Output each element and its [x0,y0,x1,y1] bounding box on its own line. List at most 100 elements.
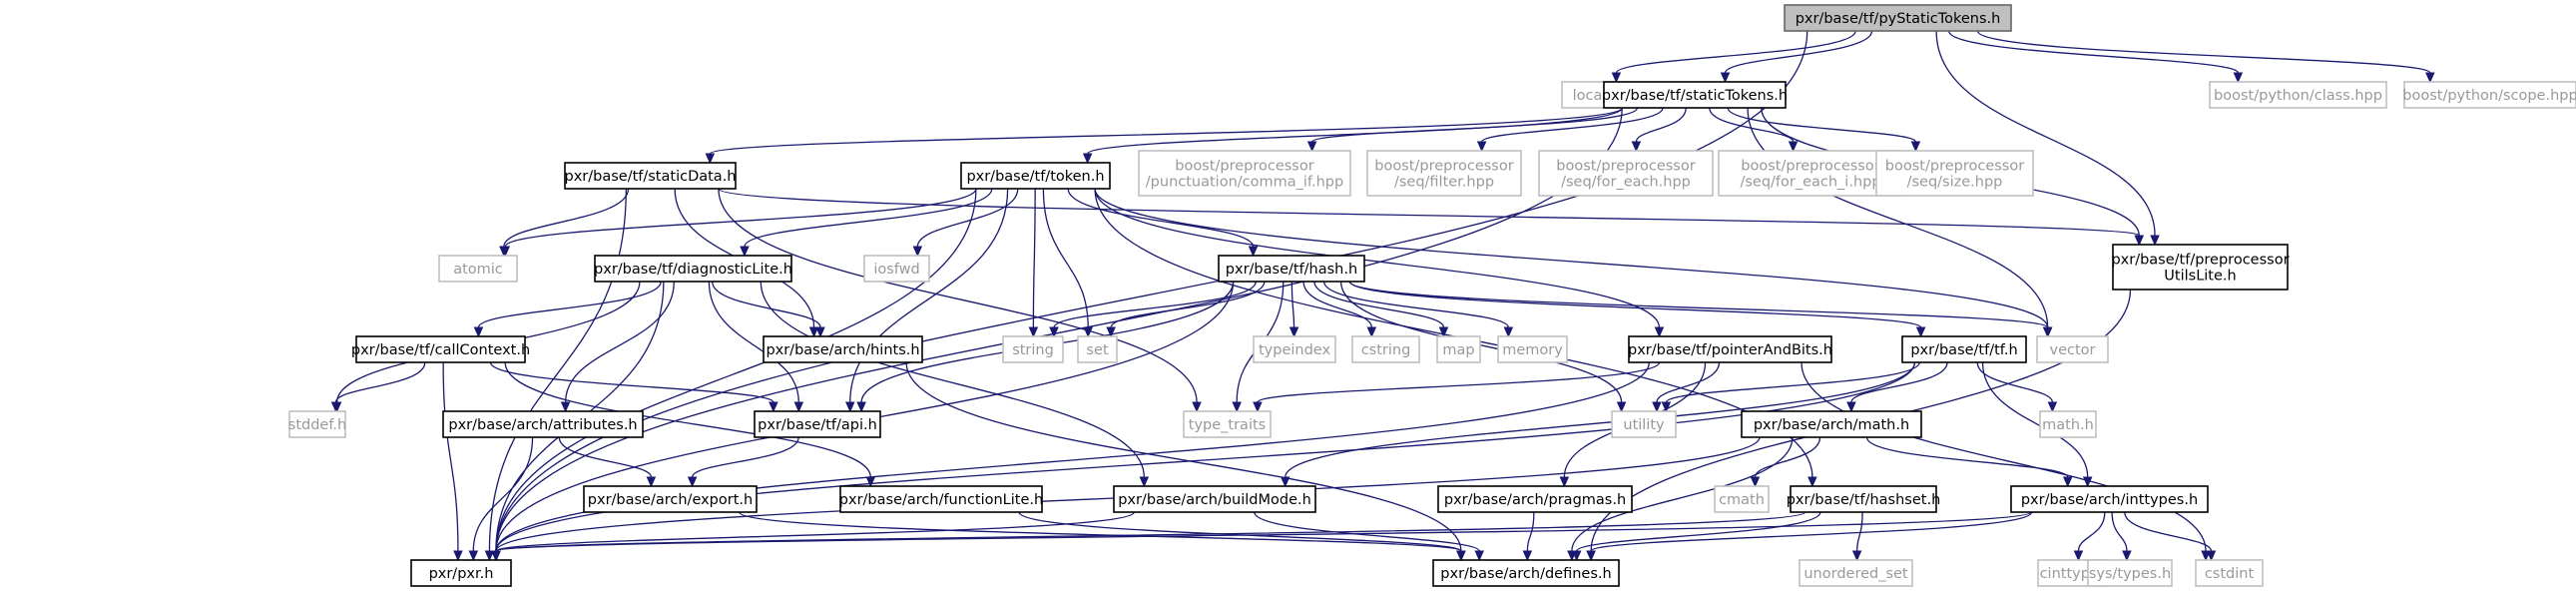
node-box-cstring [1351,335,1420,363]
node-set: set [1077,335,1118,363]
node-attributes[interactable]: pxr/base/arch/attributes.h [442,410,644,438]
node-layer: pxr/base/tf/pyStaticTokens.hlocalepxr/ba… [288,4,2576,587]
node-box-staticTokens [1603,81,1787,109]
node-box-pp_foreach_i [1718,150,1903,197]
node-label-buildMode: pxr/base/arch/buildMode.h [1118,492,1311,508]
node-hints[interactable]: pxr/base/arch/hints.h [763,335,923,363]
arrowhead-token-to-string [1028,326,1039,338]
node-label-map: map [1442,342,1474,358]
node-hashset[interactable]: pxr/base/tf/hashset.h [1787,485,1941,513]
node-pxr[interactable]: pxr/pxr.h [410,559,512,587]
edge-diagnosticLite-to-buildMode [760,281,1145,478]
edge-token-to-diagnosticLite [744,188,993,248]
node-pointerAndBits[interactable]: pxr/base/tf/pointerAndBits.h [1628,335,1832,363]
node-label-staticTokens: pxr/base/tf/staticTokens.h [1602,88,1788,104]
node-label-diagnosticLite: pxr/base/tf/diagnosticLite.h [594,262,792,278]
node-label-cstring: cstring [1361,342,1411,358]
arrowhead-diagnosticLite-to-callContext [473,326,484,338]
edge-attributes-to-pxr [472,436,534,552]
arrowhead-staticData-to-hints [808,326,819,338]
node-token[interactable]: pxr/base/tf/token.h [960,162,1111,190]
arrowhead-inttypes-to-systypes [2122,550,2132,562]
edge-staticTokens-to-pp_size [1727,107,1917,143]
node-inttypes[interactable]: pxr/base/arch/inttypes.h [2010,485,2209,513]
node-map: map [1436,335,1481,363]
node-label-cmath: cmath [1719,492,1765,508]
node-label-functionLite: pxr/base/arch/functionLite.h [839,492,1043,508]
node-label-pp_foreach_i-line1: boost/preprocessor [1741,159,1879,175]
edge-api-to-export [691,436,799,478]
arrowhead-archMath-to-inttypes [2062,476,2073,488]
node-label-pp_size-line1: boost/preprocessor [1885,159,2024,175]
node-label-atomic: atomic [453,262,503,278]
edge-buildMode-to-defines [1254,511,1480,552]
edge-pragmas-to-defines [1526,511,1535,552]
arrowhead-hashset-to-unordered_set [1851,550,1862,562]
arrowhead-staticData-to-ppUtilsLite [2134,235,2145,247]
node-label-pragmas: pxr/base/arch/pragmas.h [1444,492,1626,508]
arrowhead-callContext-to-api [769,401,778,413]
node-api[interactable]: pxr/base/tf/api.h [754,410,881,438]
node-defines[interactable]: pxr/base/arch/defines.h [1432,559,1620,587]
edge-diagnosticLite-to-callContext [477,281,662,328]
node-bp_scope: boost/python/scope.hpp [2402,81,2576,109]
node-pp_foreach_i: boost/preprocessor/seq/for_each_i.hpp [1718,150,1903,197]
node-buildMode[interactable]: pxr/base/arch/buildMode.h [1113,485,1316,513]
node-callContext[interactable]: pxr/base/tf/callContext.h [351,335,530,363]
node-pp_size: boost/preprocessor/seq/size.hpp [1875,150,2034,197]
node-unordered_set: unordered_set [1799,559,1913,587]
node-pragmas[interactable]: pxr/base/arch/pragmas.h [1437,485,1633,513]
edge-pointerAndBits-to-utility [1656,361,1721,403]
node-label-tf: pxr/base/tf/tf.h [1910,342,2017,358]
arrowhead-hash-to-memory [1503,326,1514,338]
arrowhead-token-to-iosfwd [912,246,923,258]
node-label-export: pxr/base/arch/export.h [588,492,753,508]
node-math_h: math.h [2039,410,2097,438]
edge-staticTokens-to-pp_filter [1481,107,1664,143]
node-export[interactable]: pxr/base/arch/export.h [583,485,758,513]
arrowhead-tf-to-buildMode [1280,476,1290,488]
arrowhead-pyStaticTokens-to-locale [1611,72,1622,84]
node-label-ppUtilsLite-line2: UtilsLite.h [2164,269,2236,285]
edge-token-to-atomic [504,188,977,248]
node-atomic: atomic [438,255,518,283]
edge-staticTokens-to-vector [1747,107,2049,328]
node-pp_filter: boost/preprocessor/seq/filter.hpp [1366,150,1522,197]
node-pyStaticTokens[interactable]: pxr/base/tf/pyStaticTokens.h [1784,4,2012,32]
node-bp_class: boost/python/class.hpp [2209,81,2387,109]
node-tf[interactable]: pxr/base/tf/tf.h [1901,335,2027,363]
node-label-api: pxr/base/tf/api.h [758,417,877,433]
node-box-string [1002,335,1064,363]
arrowhead-staticData-to-pxr [484,550,495,562]
arrowhead-token-to-set [1083,326,1093,338]
node-vector: vector [2036,335,2109,363]
node-box-bp_scope [2403,81,2576,109]
node-hash[interactable]: pxr/base/tf/hash.h [1218,255,1365,283]
edge-tf-to-inttypes [1981,361,2089,478]
arrowhead-staticTokens-to-pp_foreach [1631,141,1642,153]
edge-diagnosticLite-to-hints [711,281,821,328]
arrowhead-pointerAndBits-to-type_traits [1253,401,1263,413]
arrowhead-token-to-api [845,401,855,413]
node-staticData[interactable]: pxr/base/tf/staticData.h [564,162,737,190]
node-cstring: cstring [1351,335,1420,363]
edge-token-to-vector [1094,188,2049,328]
arrowhead-callContext-to-pxr [453,550,463,562]
node-functionLite[interactable]: pxr/base/arch/functionLite.h [839,485,1043,513]
node-staticTokens[interactable]: pxr/base/tf/staticTokens.h [1602,81,1788,109]
arrowhead-buildMode-to-defines [1474,550,1484,562]
node-label-bp_scope: boost/python/scope.hpp [2402,88,2576,104]
node-label-utility: utility [1623,417,1665,433]
node-box-map [1436,335,1481,363]
edge-token-to-set [1042,188,1089,328]
arrowhead-token-to-diagnosticLite [740,246,750,258]
arrowhead-inttypes-to-pxr [491,550,501,562]
arrowhead-diagnosticLite-to-attributes [560,401,571,413]
node-archMath[interactable]: pxr/base/arch/math.h [1741,410,1922,438]
node-label-pp_comma-line1: boost/preprocessor [1175,159,1313,175]
node-diagnosticLite[interactable]: pxr/base/tf/diagnosticLite.h [594,255,792,283]
node-label-token: pxr/base/tf/token.h [966,169,1104,185]
node-label-pp_filter-line2: /seq/filter.hpp [1394,175,1494,191]
